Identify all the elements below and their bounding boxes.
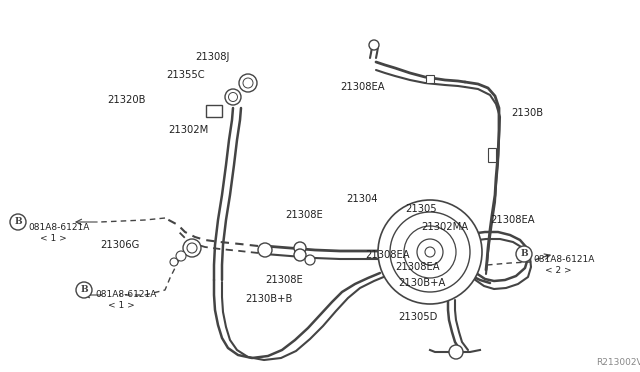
Circle shape — [294, 249, 306, 261]
Text: 21355C: 21355C — [166, 70, 205, 80]
Text: 21304: 21304 — [346, 194, 378, 204]
Text: 21308J: 21308J — [195, 52, 229, 62]
Circle shape — [225, 89, 241, 105]
Circle shape — [390, 212, 470, 292]
Circle shape — [239, 74, 257, 92]
Text: 21305: 21305 — [405, 204, 436, 214]
Circle shape — [516, 246, 532, 262]
Text: 081A8-6121A: 081A8-6121A — [533, 255, 595, 264]
Text: B: B — [520, 250, 528, 259]
Circle shape — [243, 78, 253, 88]
Bar — [488, 148, 496, 162]
Circle shape — [449, 345, 463, 359]
Circle shape — [369, 40, 379, 50]
Circle shape — [76, 282, 92, 298]
Circle shape — [421, 219, 433, 231]
Text: 21308E: 21308E — [285, 210, 323, 220]
Text: 21308EA: 21308EA — [490, 215, 534, 225]
Circle shape — [170, 258, 178, 266]
Circle shape — [187, 243, 197, 253]
Text: 21308E: 21308E — [265, 275, 303, 285]
Text: < 1 >: < 1 > — [40, 234, 67, 243]
Text: 2130B+B: 2130B+B — [245, 294, 292, 304]
Text: 21308EA: 21308EA — [365, 250, 410, 260]
Text: 21320B: 21320B — [107, 95, 145, 105]
Text: 21308EA: 21308EA — [340, 82, 385, 92]
Text: B: B — [80, 285, 88, 295]
Circle shape — [176, 251, 186, 261]
Text: < 2 >: < 2 > — [545, 266, 572, 275]
Bar — [206, 105, 222, 117]
Circle shape — [183, 239, 201, 257]
Text: R213002V: R213002V — [596, 358, 640, 367]
Text: 21305D: 21305D — [398, 312, 437, 322]
Text: 21308EA: 21308EA — [395, 262, 440, 272]
Circle shape — [305, 255, 315, 265]
Text: B: B — [14, 218, 22, 227]
Circle shape — [425, 247, 435, 257]
Text: < 1 >: < 1 > — [108, 301, 135, 310]
Circle shape — [404, 226, 456, 278]
Circle shape — [258, 243, 272, 257]
Text: 081A8-6121A: 081A8-6121A — [28, 223, 90, 232]
Circle shape — [417, 239, 443, 265]
Circle shape — [10, 214, 26, 230]
Text: 21306G: 21306G — [100, 240, 140, 250]
Text: 21302MA: 21302MA — [421, 222, 468, 232]
Circle shape — [228, 93, 237, 102]
Text: 2130B: 2130B — [511, 108, 543, 118]
Circle shape — [378, 200, 482, 304]
Bar — [426, 75, 434, 83]
Text: 21302M: 21302M — [168, 125, 208, 135]
Text: 081A8-6121A: 081A8-6121A — [95, 290, 156, 299]
Circle shape — [294, 242, 306, 254]
Text: 2130B+A: 2130B+A — [398, 278, 445, 288]
